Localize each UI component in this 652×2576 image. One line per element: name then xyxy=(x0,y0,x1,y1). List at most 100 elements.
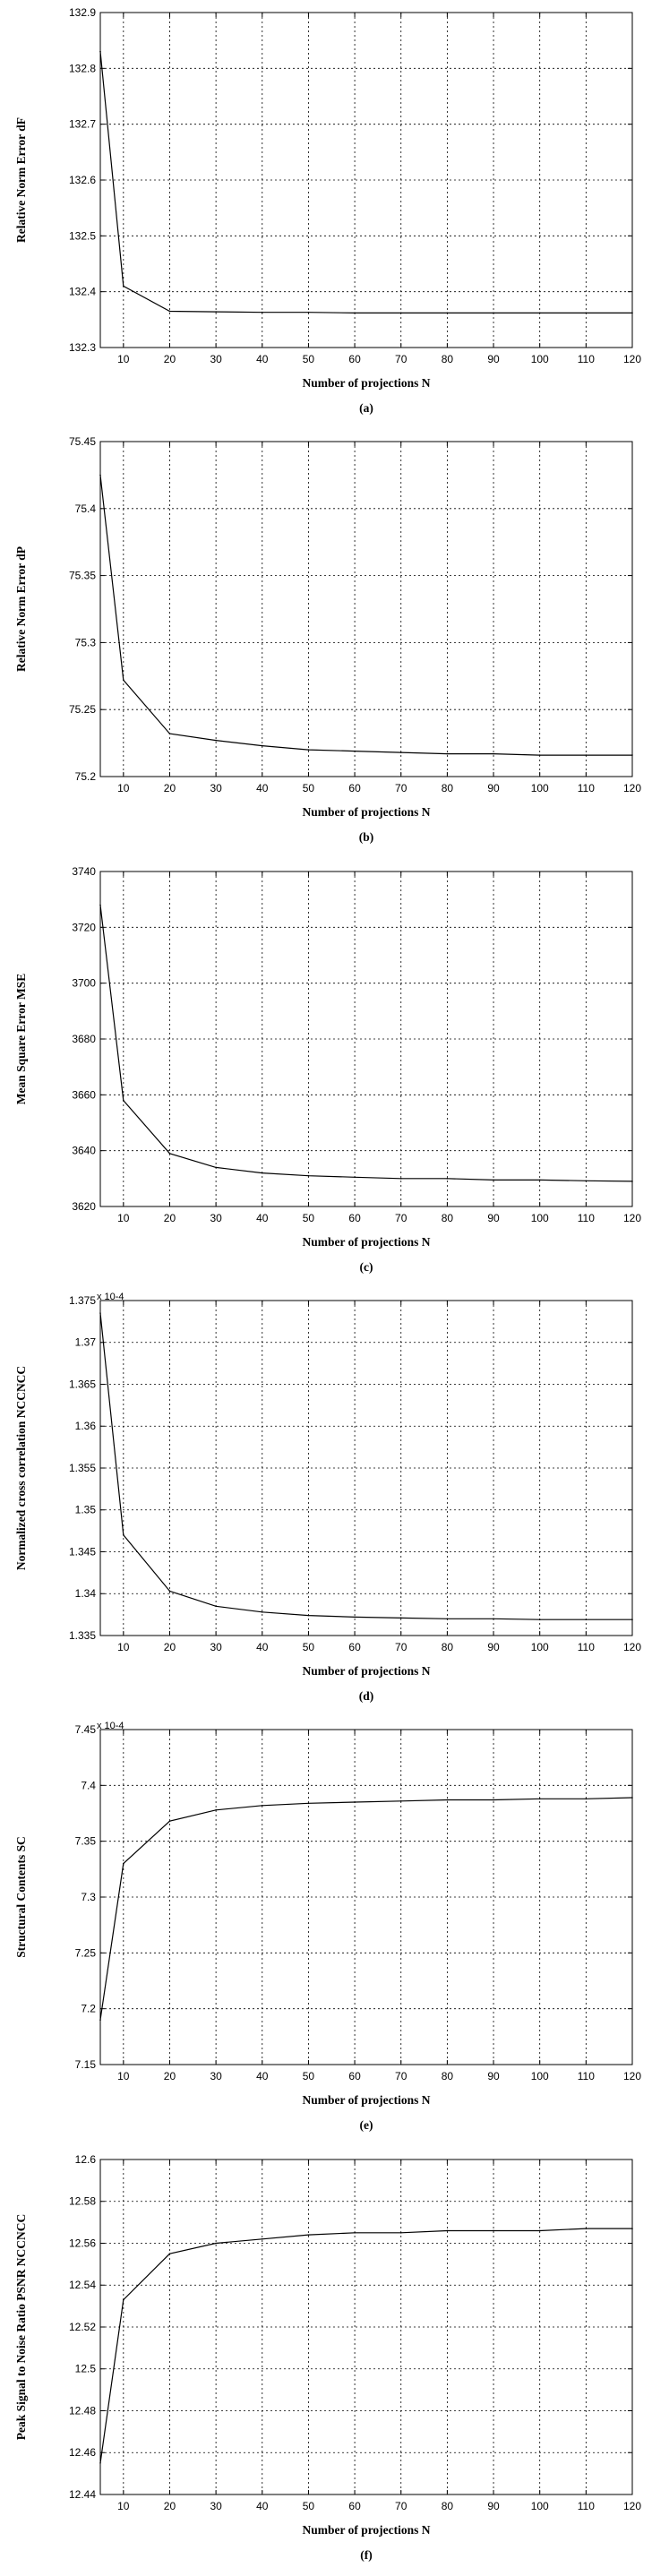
x-tick-label: 60 xyxy=(348,2500,361,2512)
data-point xyxy=(261,311,263,313)
x-tick-label: 60 xyxy=(348,2070,361,2082)
x-tick-label: 120 xyxy=(623,353,641,365)
data-point xyxy=(631,1619,633,1621)
data-point xyxy=(631,754,633,757)
x-tick-label: 20 xyxy=(164,1212,176,1224)
x-tick-label: 110 xyxy=(578,2070,595,2082)
x-tick-label: 100 xyxy=(531,2070,549,2082)
x-tick-label: 40 xyxy=(256,1641,269,1653)
x-tick-label: 70 xyxy=(395,782,408,794)
panel-caption: (d) xyxy=(359,1689,373,1703)
data-point xyxy=(631,1797,633,1799)
data-point xyxy=(354,751,356,752)
y-tick-label: 12.56 xyxy=(69,2237,96,2249)
data-point xyxy=(399,1617,402,1619)
y-tick-label: 75.45 xyxy=(69,435,96,448)
x-tick-label: 90 xyxy=(487,1641,500,1653)
x-tick-label: 120 xyxy=(623,782,641,794)
data-point xyxy=(215,1809,217,1811)
x-tick-label: 30 xyxy=(210,1641,222,1653)
x-tick-label: 100 xyxy=(531,2500,549,2512)
y-tick-label: 1.37 xyxy=(75,1336,97,1349)
x-tick-label: 70 xyxy=(395,2070,408,2082)
data-point xyxy=(307,749,310,751)
x-tick-label: 80 xyxy=(442,1641,454,1653)
x-tick-label: 40 xyxy=(256,782,269,794)
data-point xyxy=(399,312,402,314)
x-tick-label: 30 xyxy=(210,2070,222,2082)
x-tick-label: 110 xyxy=(578,1641,595,1653)
y-tick-label: 7.15 xyxy=(75,2058,97,2071)
data-point xyxy=(538,1179,541,1181)
data-point xyxy=(354,2231,356,2234)
panel-caption: (f) xyxy=(360,2548,372,2562)
data-point xyxy=(446,753,449,755)
data-point xyxy=(123,1863,124,1865)
x-tick-label: 50 xyxy=(303,1212,315,1224)
data-point xyxy=(215,311,217,313)
y-tick-label: 132.4 xyxy=(69,286,96,298)
data-point xyxy=(538,2229,541,2231)
panel-caption: (c) xyxy=(360,1260,373,1274)
data-point xyxy=(399,751,402,754)
data-point xyxy=(261,2237,263,2240)
x-tick-label: 30 xyxy=(210,353,222,365)
x-tick-label: 70 xyxy=(395,2500,408,2512)
y-axis-label: Peak Signal to Noise Ratio PSNR NCCNCC xyxy=(14,2213,28,2439)
data-point xyxy=(99,2019,101,2022)
x-tick-label: 80 xyxy=(442,2500,454,2512)
y-tick-label: 1.34 xyxy=(75,1587,97,1600)
x-tick-label: 60 xyxy=(348,1212,361,1224)
data-point xyxy=(261,745,263,747)
data-point xyxy=(538,754,541,757)
data-point xyxy=(493,1618,494,1620)
y-tick-label: 1.36 xyxy=(75,1420,97,1432)
y-tick-label: 7.3 xyxy=(81,1891,96,1903)
data-point xyxy=(354,1176,356,1178)
chart-panel-c: 10 20 30 40 50 60 70 80 90 100 110 120 3620 3640 3660 3… xyxy=(14,865,641,1274)
series-line xyxy=(99,51,632,313)
x-tick-label: 50 xyxy=(303,1641,315,1653)
series-line xyxy=(99,475,632,757)
series-line xyxy=(99,2228,632,2463)
data-point xyxy=(261,1805,263,1807)
data-point xyxy=(215,2242,217,2244)
grid-lines xyxy=(100,2159,632,2494)
y-tick-label: 7.25 xyxy=(75,1947,97,1960)
y-tick-label: 132.8 xyxy=(69,62,96,74)
grid-lines xyxy=(100,871,632,1206)
x-axis-label: Number of projections N xyxy=(303,2093,431,2107)
x-tick-label: 120 xyxy=(623,1641,641,1653)
x-tick-label: 10 xyxy=(117,2070,130,2082)
plot-frame xyxy=(99,441,633,777)
data-point xyxy=(307,1614,310,1617)
data-point xyxy=(99,904,101,906)
data-point xyxy=(493,2229,494,2231)
y-tick-label: 132.3 xyxy=(69,341,96,354)
x-tick-label: 10 xyxy=(117,2500,130,2512)
chart-panel-b: 10 20 30 40 50 60 70 80 90 100 110 120 75.2 75.25 75.3… xyxy=(14,435,641,844)
data-point xyxy=(631,312,633,314)
grid-lines xyxy=(100,12,632,348)
x-tick-label: 90 xyxy=(487,353,500,365)
x-axis-label: Number of projections N xyxy=(303,2523,431,2537)
data-point xyxy=(123,2298,124,2301)
data-point xyxy=(99,2461,101,2464)
data-point xyxy=(446,312,449,314)
data-point xyxy=(493,1799,494,1801)
data-point xyxy=(493,312,494,314)
x-tick-label: 90 xyxy=(487,1212,500,1224)
y-tick-label: 75.3 xyxy=(75,637,97,649)
x-tick-label: 10 xyxy=(117,1212,130,1224)
data-point xyxy=(215,740,217,742)
data-point xyxy=(123,1099,124,1102)
x-tick-label: 50 xyxy=(303,353,315,365)
data-point xyxy=(354,1616,356,1619)
y-tick-label: 7.35 xyxy=(75,1835,97,1848)
data-point xyxy=(538,312,541,314)
x-tick-label: 90 xyxy=(487,782,500,794)
data-point xyxy=(399,2231,402,2234)
y-tick-label: 7.2 xyxy=(81,2003,96,2015)
x-tick-label: 100 xyxy=(531,1212,549,1224)
